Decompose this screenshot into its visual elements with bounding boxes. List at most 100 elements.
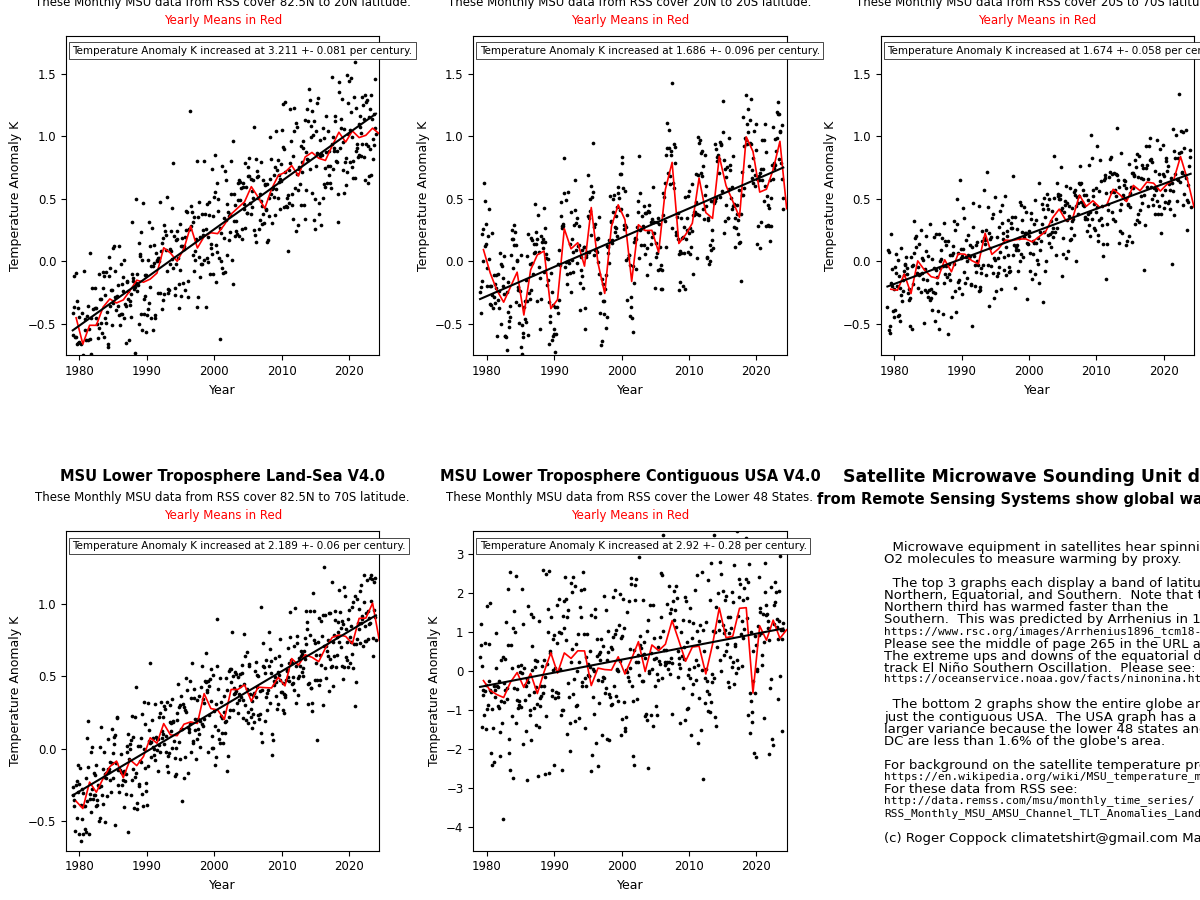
Point (569, 711, 588, 725)
Point (106, 265, 125, 279)
Point (192, 256, 211, 271)
Point (571, 609, 590, 624)
Point (323, 634, 342, 649)
Point (1025, 236, 1044, 250)
Point (617, 605, 636, 619)
Point (365, 121, 384, 135)
Point (282, 677, 301, 691)
Point (1176, 171, 1195, 185)
Point (622, 572, 641, 586)
Point (733, 659, 752, 673)
Point (606, 220, 625, 234)
Point (310, 207, 329, 221)
Point (588, 632, 607, 646)
Point (152, 302, 172, 316)
Point (677, 223, 696, 238)
Text: For these data from RSS see:: For these data from RSS see: (884, 783, 1078, 796)
Point (210, 671, 229, 686)
Point (1091, 153, 1110, 167)
Point (672, 648, 691, 662)
Point (1104, 185, 1123, 200)
Point (228, 706, 247, 721)
Point (493, 650, 512, 664)
Point (94, 266, 113, 280)
Point (358, 633, 377, 647)
Point (671, 274, 690, 289)
Point (582, 748, 601, 762)
Point (281, 630, 300, 644)
Point (601, 639, 620, 653)
Point (257, 689, 276, 704)
Point (338, 126, 358, 140)
Point (679, 701, 698, 716)
Point (145, 238, 164, 252)
Point (757, 220, 776, 234)
Point (486, 626, 505, 641)
Point (325, 627, 344, 642)
Point (966, 265, 985, 279)
Point (228, 176, 247, 190)
Point (214, 705, 233, 719)
Point (976, 237, 995, 251)
Point (180, 722, 199, 736)
Point (600, 689, 619, 704)
Point (596, 680, 616, 695)
Point (239, 169, 258, 184)
Point (1022, 234, 1042, 248)
Point (323, 659, 342, 673)
Point (182, 735, 202, 750)
Point (1162, 176, 1181, 190)
Point (986, 190, 1006, 204)
Point (277, 200, 296, 214)
Point (712, 567, 731, 581)
Point (924, 261, 943, 275)
Point (206, 697, 226, 711)
Point (74, 822, 94, 836)
Point (221, 187, 240, 202)
Point (952, 248, 971, 263)
Point (167, 742, 186, 756)
Point (664, 176, 683, 190)
Point (568, 663, 587, 678)
Point (922, 282, 941, 296)
Point (1076, 212, 1096, 227)
Point (76, 312, 95, 327)
Point (124, 762, 143, 777)
Point (91, 811, 110, 825)
Point (346, 101, 365, 115)
Point (721, 158, 740, 173)
Point (156, 702, 175, 716)
Point (714, 226, 733, 240)
Point (744, 745, 763, 760)
Point (1098, 196, 1117, 211)
Point (610, 654, 629, 669)
Point (235, 626, 254, 641)
Point (690, 617, 709, 632)
Point (234, 693, 253, 707)
Point (569, 239, 588, 254)
Point (268, 702, 287, 716)
Point (347, 137, 366, 151)
Point (149, 732, 168, 746)
Point (659, 662, 678, 676)
Point (1126, 152, 1145, 166)
Point (101, 785, 120, 799)
Point (572, 243, 592, 257)
Point (986, 268, 1006, 283)
Point (258, 686, 277, 700)
Point (116, 337, 136, 351)
Point (265, 208, 284, 222)
Point (175, 230, 194, 245)
Point (516, 724, 535, 738)
Point (935, 234, 954, 248)
Point (362, 168, 382, 183)
Point (1109, 180, 1128, 194)
Point (240, 659, 259, 673)
Point (661, 602, 680, 616)
Point (613, 180, 632, 194)
Point (697, 251, 716, 266)
Point (191, 270, 210, 284)
Point (102, 283, 121, 297)
Point (108, 711, 127, 725)
Point (689, 136, 708, 150)
